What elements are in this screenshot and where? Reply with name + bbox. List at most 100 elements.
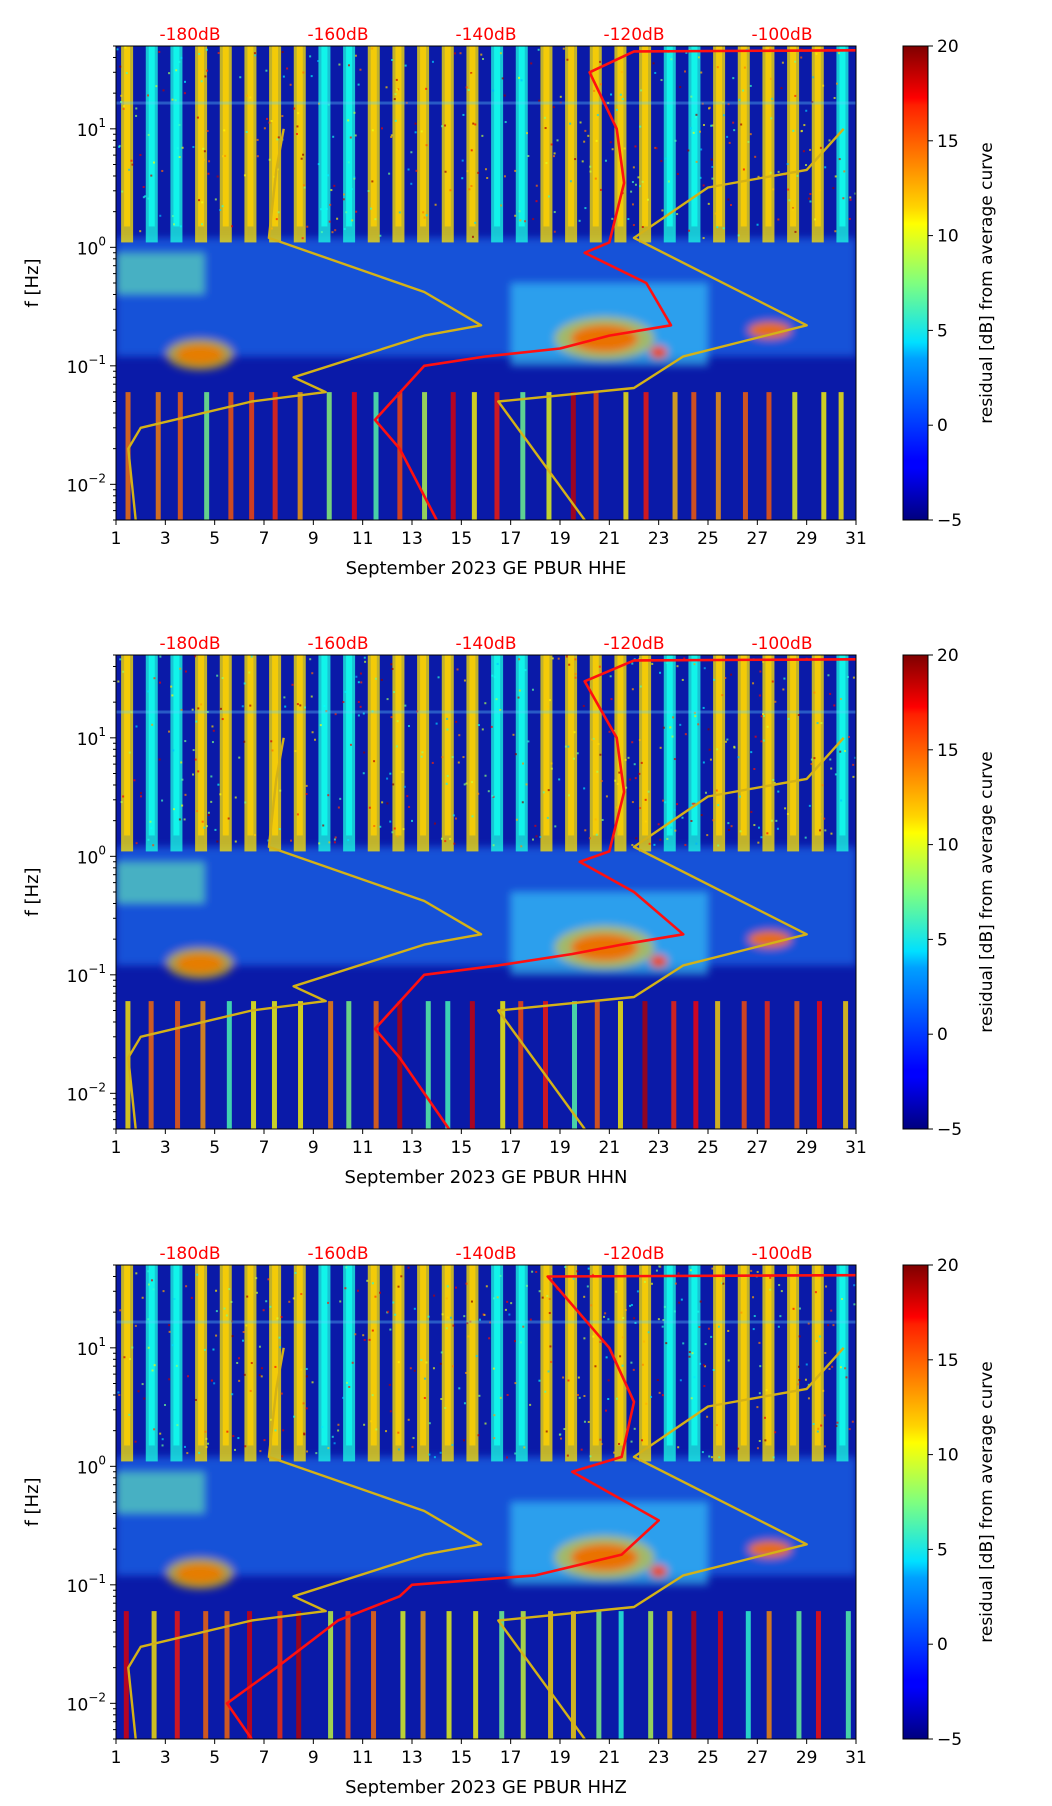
lf-spike-23	[667, 1611, 673, 1739]
speckle	[155, 85, 158, 88]
speckle	[388, 1383, 391, 1386]
speckle	[163, 1404, 166, 1407]
speckle	[325, 710, 328, 713]
speckle	[547, 705, 550, 708]
speckle	[530, 62, 533, 65]
speckle	[805, 1363, 808, 1366]
speckle	[618, 771, 621, 774]
speckle	[139, 153, 142, 156]
lf-spike-3	[177, 392, 183, 520]
speckle	[769, 1276, 772, 1279]
speckle	[727, 198, 730, 201]
speckle	[390, 134, 393, 137]
speckle	[333, 838, 336, 841]
speckle	[458, 734, 461, 737]
hotspot-day4-halo	[165, 947, 234, 980]
speckle	[248, 671, 251, 674]
speckle	[753, 1315, 756, 1318]
speckle	[488, 1337, 491, 1340]
speckle	[548, 1312, 551, 1315]
speckle	[673, 1310, 676, 1313]
speckle	[281, 115, 284, 118]
speckle	[161, 799, 164, 802]
speckle	[631, 844, 634, 847]
speckle	[809, 148, 812, 151]
speckle	[752, 1328, 755, 1331]
speckle	[514, 1382, 517, 1385]
speckle	[403, 785, 406, 788]
speckle	[587, 134, 590, 137]
speckle	[688, 229, 691, 232]
speckle	[337, 1429, 340, 1432]
lf-spike-27	[766, 1611, 772, 1739]
speckle	[212, 729, 215, 732]
speckle	[411, 819, 414, 822]
speckle	[306, 225, 309, 228]
speckle	[143, 1397, 146, 1400]
speckle	[553, 155, 556, 158]
speckle	[317, 163, 320, 166]
speckle	[678, 1301, 681, 1304]
speckle	[710, 158, 713, 161]
speckle	[453, 52, 456, 55]
hf-line-band	[116, 1320, 856, 1324]
speckle	[425, 144, 428, 147]
lf-spike-15	[469, 1001, 475, 1129]
db-label: -140dB	[455, 634, 516, 654]
speckle	[470, 185, 473, 188]
speckle	[347, 161, 350, 164]
speckle	[214, 198, 217, 201]
top-db-axis: -180dB -160dB -140dB -120dB -100dB	[159, 634, 812, 654]
x-tick-label: 19	[549, 1138, 571, 1158]
speckle	[466, 1322, 469, 1325]
speckle	[245, 94, 248, 97]
day-stripe-core-13	[420, 1265, 427, 1446]
speckle	[596, 770, 599, 773]
speckle	[135, 1272, 138, 1275]
speckle	[821, 784, 824, 787]
speckle	[404, 704, 407, 707]
speckle-noise	[117, 655, 856, 848]
speckle	[518, 689, 521, 692]
speckle	[135, 114, 138, 117]
speckle	[822, 1389, 825, 1392]
speckle	[195, 720, 198, 723]
speckle	[168, 1330, 171, 1333]
lf-spike-12	[397, 1001, 403, 1129]
lf-spike-14	[445, 1001, 451, 1129]
lf-spike-11	[371, 1611, 377, 1739]
speckle	[333, 1442, 336, 1445]
speckle	[661, 209, 664, 212]
speckle	[153, 1364, 156, 1367]
lf-spike-3	[174, 1611, 180, 1739]
speckle	[278, 1336, 281, 1339]
day-stripe-core-6	[247, 655, 254, 836]
day-stripe-core-14	[444, 46, 451, 227]
speckle	[766, 725, 769, 728]
speckle	[708, 1455, 711, 1458]
speckle	[605, 1409, 608, 1412]
speckle	[689, 1269, 692, 1272]
speckle	[171, 694, 174, 697]
day-stripe-core-2	[148, 46, 155, 227]
speckle	[404, 64, 407, 67]
speckle	[848, 217, 851, 220]
speckle	[134, 1324, 137, 1327]
day-stripe-core-28	[790, 46, 797, 227]
speckle	[294, 750, 297, 753]
speckle	[313, 738, 316, 741]
speckle	[538, 1290, 541, 1293]
speckle	[120, 94, 123, 97]
speckle	[788, 199, 791, 202]
speckle	[816, 1430, 819, 1433]
speckle	[407, 1266, 410, 1269]
speckle	[607, 1318, 610, 1321]
speckle	[535, 835, 538, 838]
day-stripe-core-7	[272, 1265, 279, 1446]
speckle	[390, 663, 393, 666]
speckle	[445, 1327, 448, 1330]
day-stripe-core-24	[691, 1265, 698, 1446]
speckle	[816, 722, 819, 725]
speckle	[395, 78, 398, 81]
